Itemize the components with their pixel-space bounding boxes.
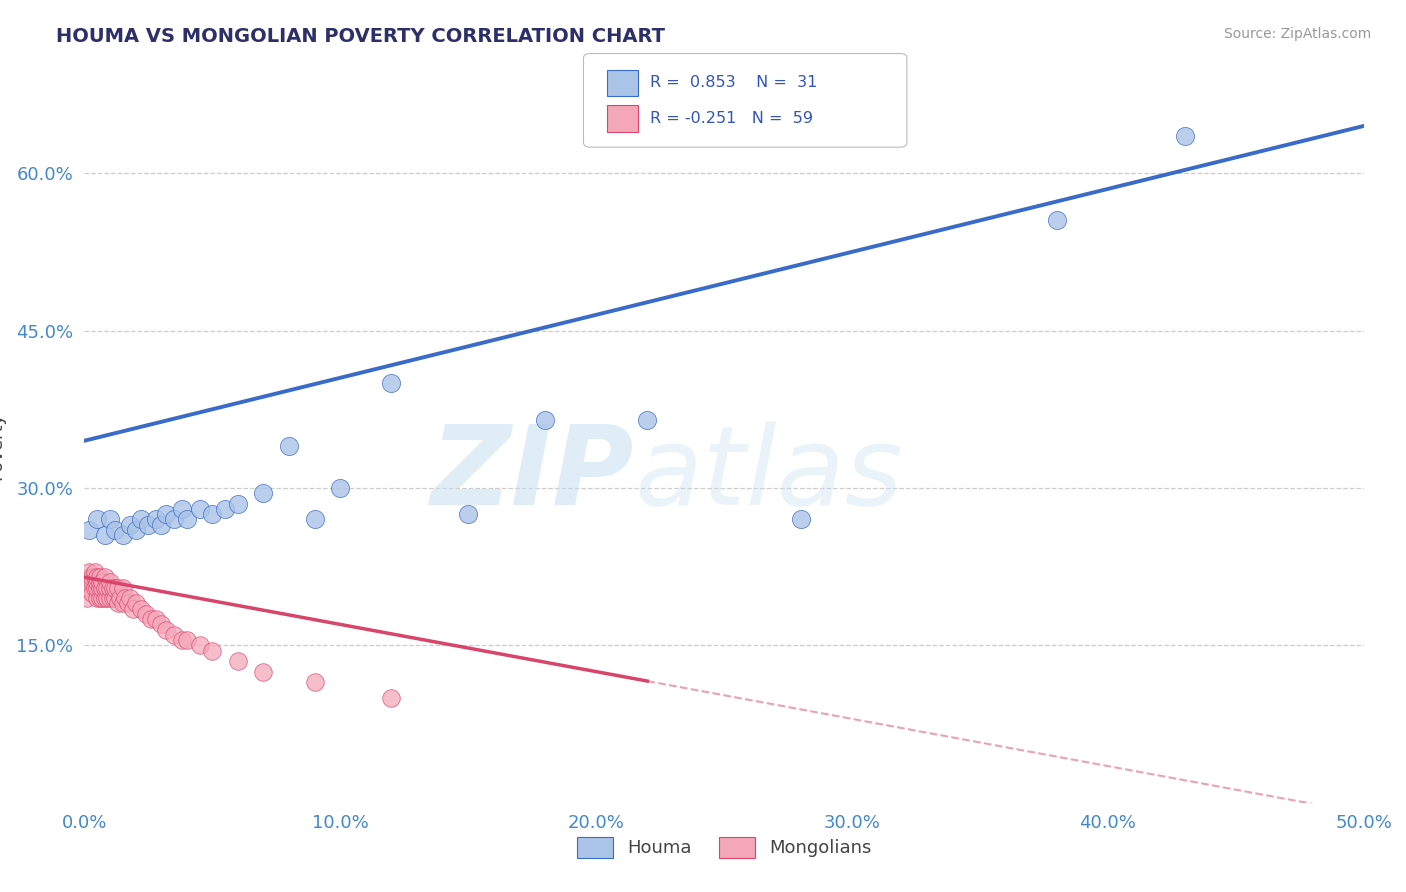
Point bbox=[170, 633, 193, 648]
Point bbox=[214, 502, 236, 516]
Text: HOUMA VS MONGOLIAN POVERTY CORRELATION CHART: HOUMA VS MONGOLIAN POVERTY CORRELATION C… bbox=[56, 27, 665, 45]
Point bbox=[86, 581, 108, 595]
Point bbox=[226, 654, 249, 668]
Point bbox=[1046, 213, 1069, 227]
Point bbox=[104, 523, 127, 537]
Point bbox=[120, 517, 142, 532]
Point bbox=[135, 607, 157, 621]
Point bbox=[79, 570, 101, 584]
Point bbox=[89, 570, 111, 584]
Point bbox=[83, 570, 105, 584]
Point bbox=[98, 512, 121, 526]
Point bbox=[201, 643, 224, 657]
Text: R = -0.251   N =  59: R = -0.251 N = 59 bbox=[650, 112, 813, 126]
Point bbox=[79, 523, 101, 537]
Point bbox=[176, 512, 198, 526]
Point bbox=[145, 612, 167, 626]
Point bbox=[79, 565, 101, 579]
Point bbox=[80, 575, 103, 590]
Point bbox=[98, 581, 121, 595]
Point bbox=[138, 517, 160, 532]
Point bbox=[139, 612, 162, 626]
Point bbox=[163, 512, 186, 526]
Point bbox=[304, 512, 326, 526]
Point bbox=[188, 639, 211, 653]
Point bbox=[104, 591, 127, 606]
Point bbox=[94, 570, 117, 584]
Point bbox=[104, 581, 127, 595]
Point bbox=[129, 512, 152, 526]
Point bbox=[129, 601, 152, 615]
Point bbox=[76, 591, 98, 606]
Y-axis label: Poverty: Poverty bbox=[0, 412, 6, 480]
Point bbox=[329, 481, 352, 495]
Point bbox=[120, 591, 142, 606]
Point bbox=[114, 591, 136, 606]
Point bbox=[94, 591, 117, 606]
Point bbox=[111, 581, 134, 595]
Point bbox=[83, 565, 105, 579]
Point bbox=[122, 601, 145, 615]
Point bbox=[380, 690, 402, 705]
Point bbox=[304, 675, 326, 690]
Point bbox=[534, 413, 557, 427]
Point bbox=[101, 581, 124, 595]
Point bbox=[80, 570, 103, 584]
Point bbox=[188, 502, 211, 516]
Text: Source: ZipAtlas.com: Source: ZipAtlas.com bbox=[1223, 27, 1371, 41]
Point bbox=[150, 617, 173, 632]
Point bbox=[145, 512, 167, 526]
Point bbox=[94, 581, 117, 595]
Point bbox=[155, 507, 177, 521]
Point bbox=[108, 591, 131, 606]
Point bbox=[170, 502, 193, 516]
Point bbox=[201, 507, 224, 521]
Point bbox=[89, 591, 111, 606]
Point bbox=[790, 512, 813, 526]
Point bbox=[86, 591, 108, 606]
Point bbox=[107, 596, 129, 610]
Point bbox=[278, 439, 301, 453]
Point bbox=[380, 376, 402, 390]
Text: atlas: atlas bbox=[634, 421, 903, 528]
Point bbox=[83, 581, 105, 595]
Point bbox=[91, 575, 114, 590]
Point bbox=[636, 413, 658, 427]
Point bbox=[155, 623, 177, 637]
Point bbox=[86, 512, 108, 526]
Text: R =  0.853    N =  31: R = 0.853 N = 31 bbox=[650, 76, 817, 90]
Point bbox=[1174, 129, 1197, 144]
Point bbox=[176, 633, 198, 648]
Point bbox=[124, 523, 146, 537]
Point bbox=[163, 628, 186, 642]
Point bbox=[96, 591, 118, 606]
Point bbox=[80, 586, 103, 600]
Text: ZIP: ZIP bbox=[432, 421, 634, 528]
Point bbox=[98, 575, 121, 590]
Point bbox=[457, 507, 479, 521]
Point bbox=[86, 570, 108, 584]
Point bbox=[111, 596, 134, 610]
Point bbox=[252, 486, 274, 500]
Point bbox=[79, 581, 101, 595]
Point bbox=[117, 596, 139, 610]
Point bbox=[124, 596, 146, 610]
Point bbox=[101, 591, 124, 606]
Point bbox=[89, 575, 111, 590]
Point bbox=[91, 591, 114, 606]
Point bbox=[150, 517, 173, 532]
Point bbox=[86, 575, 108, 590]
Point bbox=[94, 528, 117, 542]
Point bbox=[111, 528, 134, 542]
Point bbox=[91, 581, 114, 595]
Legend: Houma, Mongolians: Houma, Mongolians bbox=[569, 830, 879, 865]
Point bbox=[226, 497, 249, 511]
Point bbox=[89, 581, 111, 595]
Point bbox=[252, 665, 274, 679]
Point bbox=[98, 591, 121, 606]
Point bbox=[107, 581, 129, 595]
Point bbox=[96, 581, 118, 595]
Point bbox=[76, 575, 98, 590]
